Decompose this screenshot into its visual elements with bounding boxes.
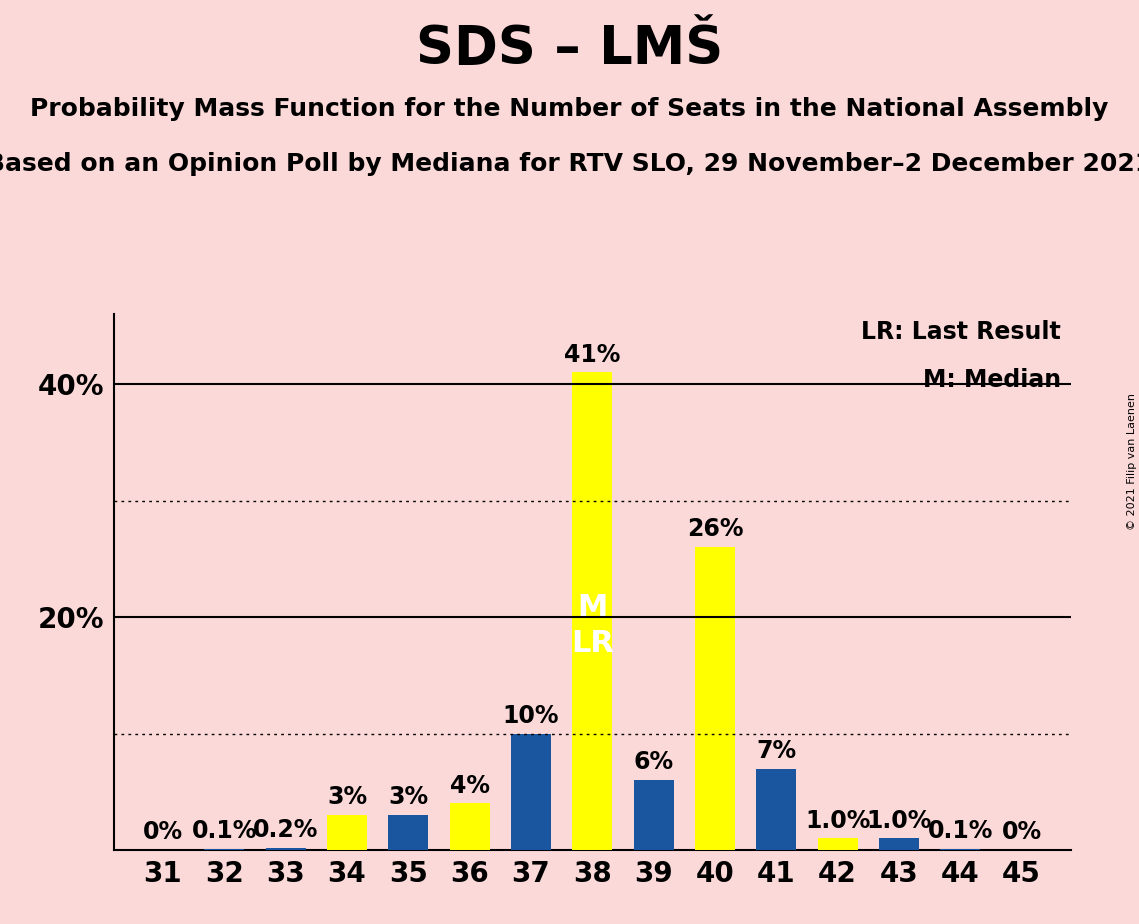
Bar xyxy=(633,780,673,850)
Text: 0.1%: 0.1% xyxy=(191,819,257,843)
Text: Based on an Opinion Poll by Mediana for RTV SLO, 29 November–2 December 2021: Based on an Opinion Poll by Mediana for … xyxy=(0,152,1139,176)
Text: 10%: 10% xyxy=(502,704,559,728)
Text: 1.0%: 1.0% xyxy=(867,808,932,833)
Text: 26%: 26% xyxy=(687,517,743,541)
Text: SDS – LMŠ: SDS – LMŠ xyxy=(416,23,723,75)
Bar xyxy=(695,547,735,850)
Bar xyxy=(941,849,981,850)
Text: Probability Mass Function for the Number of Seats in the National Assembly: Probability Mass Function for the Number… xyxy=(31,97,1108,121)
Text: 6%: 6% xyxy=(633,750,673,774)
Text: 0%: 0% xyxy=(1001,821,1042,845)
Text: 0.1%: 0.1% xyxy=(927,819,993,843)
Bar xyxy=(511,734,551,850)
Text: 3%: 3% xyxy=(327,785,367,809)
Text: 1.0%: 1.0% xyxy=(805,808,870,833)
Bar xyxy=(204,849,244,850)
Bar xyxy=(572,372,612,850)
Bar xyxy=(327,815,367,850)
Bar xyxy=(265,847,305,850)
Text: M: Median: M: Median xyxy=(923,368,1062,392)
Bar xyxy=(756,769,796,850)
Text: 41%: 41% xyxy=(564,343,621,367)
Bar xyxy=(818,838,858,850)
Text: © 2021 Filip van Laenen: © 2021 Filip van Laenen xyxy=(1126,394,1137,530)
Text: 0.2%: 0.2% xyxy=(253,818,318,842)
Text: LR: Last Result: LR: Last Result xyxy=(861,320,1062,344)
Text: 0%: 0% xyxy=(142,821,183,845)
Text: 4%: 4% xyxy=(450,773,490,797)
Bar xyxy=(879,838,919,850)
Bar xyxy=(388,815,428,850)
Text: 3%: 3% xyxy=(388,785,428,809)
Bar xyxy=(450,804,490,850)
Text: M
LR: M LR xyxy=(571,593,614,658)
Text: 7%: 7% xyxy=(756,738,796,762)
